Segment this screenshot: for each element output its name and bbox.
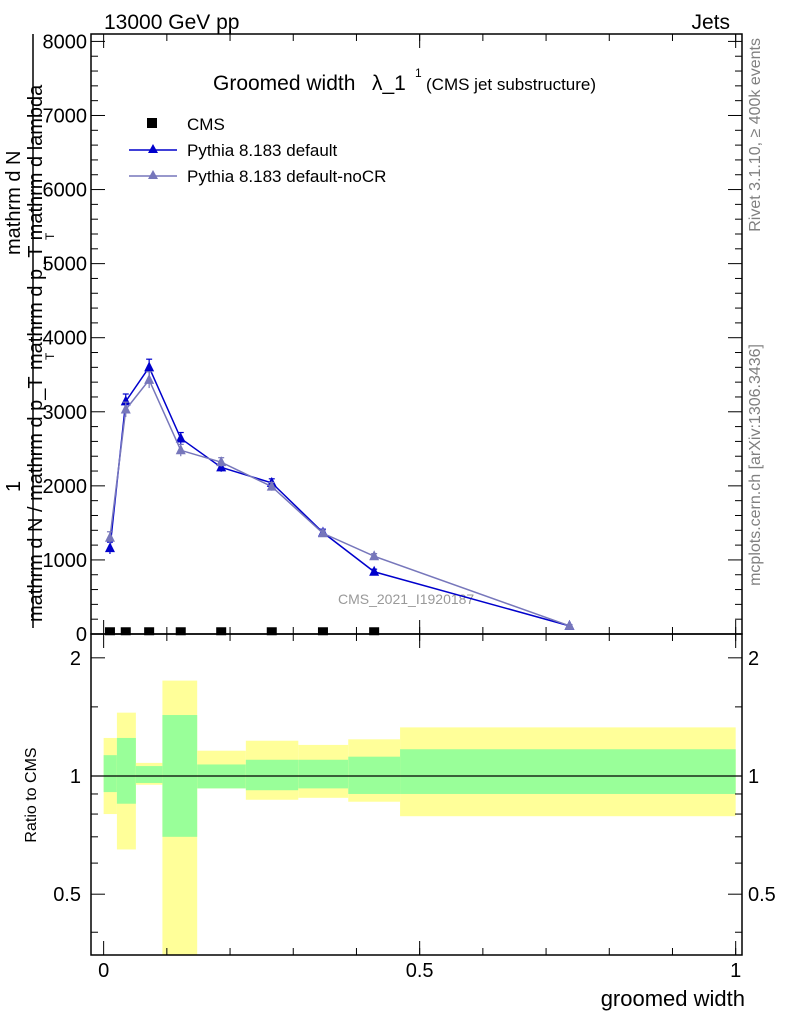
cms-data-point: [175, 627, 186, 636]
series-marker-2: [317, 527, 328, 538]
ratio-inner-band: [116, 737, 136, 804]
series-marker-1: [104, 542, 115, 553]
series-marker-1: [144, 361, 155, 372]
ylabel-sub-t: T: [43, 232, 57, 240]
series-line-1: [109, 365, 570, 627]
ratio-xtick-label: 0.5: [406, 960, 434, 982]
cms-data-point: [120, 627, 131, 636]
ylabel-numerator: mathrm d N: [3, 151, 25, 255]
series-marker-2: [175, 444, 186, 455]
ratio-ytick-label-right: 0.5: [748, 884, 776, 906]
cms-data-point: [369, 627, 380, 636]
ratio-ytick-label-left: 1: [70, 766, 81, 788]
rivet-label: Rivet 3.1.10, ≥ 400k events: [747, 38, 764, 232]
x-axis-label: groomed width: [601, 986, 745, 1011]
ratio-xtick-label: 1: [730, 960, 741, 982]
legend-cms-marker: [147, 118, 157, 128]
title-sup: 1: [415, 66, 422, 80]
title-paren: (CMS jet substructure): [426, 75, 596, 94]
ratio-ytick-label-right: 1: [748, 766, 759, 788]
legend-nocr-marker: [148, 170, 158, 179]
series-marker-2: [369, 550, 380, 561]
main-ytick-label: 5000: [43, 254, 88, 276]
ratio-xtick-label: 0: [98, 960, 109, 982]
ratio-inner-band: [135, 766, 163, 783]
plot-title: Groomed width λ_1 1 (CMS jet substructur…: [213, 66, 596, 95]
cms-data-point: [104, 627, 115, 636]
ratio-inner-band: [400, 749, 736, 794]
series-marker-1: [369, 565, 380, 576]
ratio-inner-band: [103, 755, 117, 793]
legend-pythia-marker: [148, 144, 158, 153]
main-ytick-label: 6000: [43, 180, 88, 202]
cms-data-point: [144, 627, 155, 636]
energy-label: 13000 GeV pp: [104, 11, 239, 34]
legend-nocr-label: Pythia 8.183 default-noCR: [187, 167, 386, 186]
main-ytick-label: 0: [76, 624, 87, 646]
legend-cms-label: CMS: [187, 115, 225, 134]
main-ytick-label: 4000: [43, 328, 88, 350]
main-ytick-label: 7000: [43, 105, 88, 127]
series-marker-2: [266, 480, 277, 491]
ratio-inner-band: [348, 756, 401, 794]
main-ytick-label: 1000: [43, 550, 88, 572]
title-symbol: λ_1: [372, 72, 406, 95]
series-marker-1: [120, 395, 131, 406]
title-main: Groomed width: [213, 72, 355, 95]
main-ytick-label: 8000: [43, 31, 88, 53]
analysis-watermark: CMS_2021_I1920187: [338, 591, 474, 607]
ratio-inner-band: [298, 759, 349, 789]
ratio-axis-ticks: 0.5 0.5 1 1 2 2 0 0.5 1: [53, 634, 776, 982]
ylabel-denominator-top: mathrm d p_T mathrm d lambda: [25, 84, 47, 370]
series-marker-2: [120, 403, 131, 414]
cms-data-point: [317, 627, 328, 636]
ylabel-one: 1: [3, 481, 25, 492]
ratio-ytick-label-right: 2: [748, 648, 759, 670]
series-marker-2: [564, 619, 575, 630]
ratio-ytick-label-left: 2: [70, 648, 81, 670]
series-marker-2: [144, 373, 155, 384]
series-line-2: [109, 378, 570, 627]
ratio-inner-band: [245, 759, 299, 791]
ylabel-sub-t2: T: [43, 352, 57, 360]
main-plot-series: [104, 358, 575, 636]
category-label: Jets: [691, 11, 730, 34]
cms-data-point: [266, 627, 277, 636]
main-ytick-label: 3000: [43, 402, 88, 424]
ratio-y-axis-label: Ratio to CMS: [23, 747, 40, 842]
cms-data-point: [216, 627, 227, 636]
legend: CMS Pythia 8.183 default Pythia 8.183 de…: [129, 115, 386, 186]
series-marker-1: [175, 432, 186, 443]
ratio-ytick-label-left: 0.5: [53, 884, 81, 906]
ratio-plot-frame: [90, 633, 743, 956]
mcplots-label: mcplots.cern.ch [arXiv:1306.3436]: [747, 344, 764, 586]
series-marker-2: [216, 456, 227, 467]
legend-pythia-label: Pythia 8.183 default: [187, 141, 338, 160]
ratio-uncertainty-bands: [103, 680, 736, 955]
main-ytick-label: 2000: [43, 476, 88, 498]
main-y-axis-label: mathrm d N mathrm d p_T mathrm d lambda …: [3, 34, 57, 628]
ylabel-denominator-bottom: mathrm d N / mathrm d p_T: [25, 376, 47, 622]
series-marker-2: [104, 531, 115, 542]
